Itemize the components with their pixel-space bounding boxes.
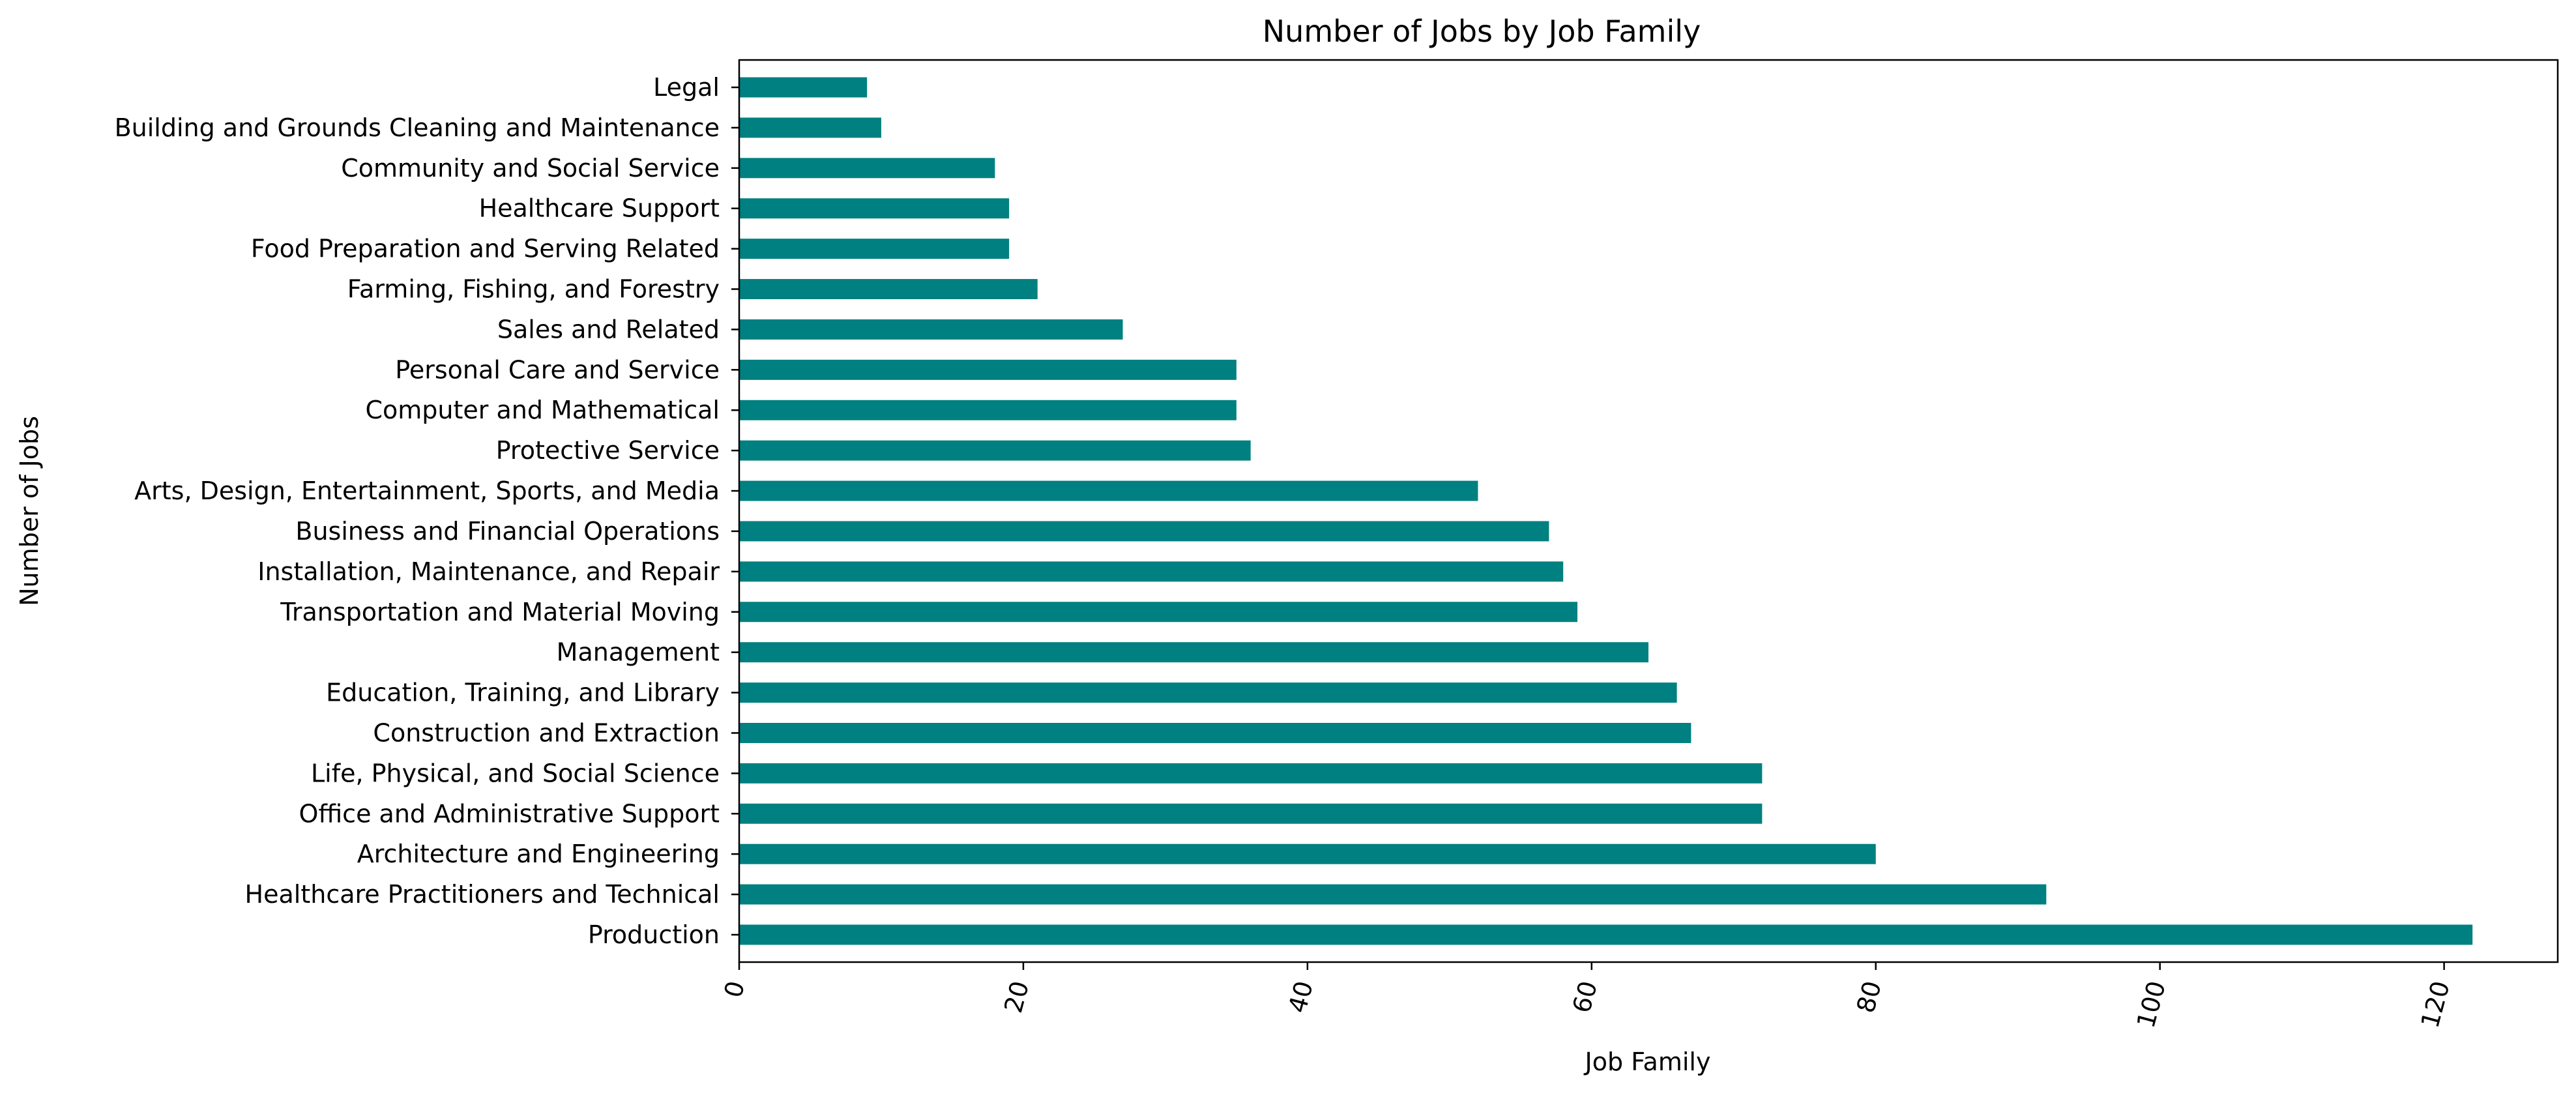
y-tick-label: Arts, Design, Entertainment, Sports, and…	[134, 476, 720, 505]
bar	[739, 117, 881, 138]
y-axis-ticks: Legal Building and Grounds Cleaning and M…	[115, 73, 739, 949]
bar	[739, 803, 1763, 824]
y-tick-label: Installation, Maintenance, and Repair	[257, 557, 720, 586]
bar	[739, 682, 1677, 703]
y-tick-label: Healthcare Support	[479, 194, 720, 223]
bar	[739, 400, 1237, 420]
x-axis-label: Job Family	[1584, 1048, 1711, 1076]
plot-frame	[738, 59, 2559, 963]
y-tick-label: Computer and Mathematical	[366, 396, 720, 424]
y-tick-label: Architecture and Engineering	[357, 840, 720, 868]
y-tick-label: Food Preparation and Serving Related	[251, 235, 720, 263]
y-tick-label: Farming, Fishing, and Forestry	[347, 275, 720, 304]
y-tick-label: Production	[588, 920, 720, 949]
y-axis-label: Number of Jobs	[15, 416, 44, 606]
y-tick-label: Life, Physical, and Social Science	[311, 759, 720, 787]
bar	[739, 723, 1691, 743]
y-tick-label: Community and Social Service	[341, 154, 720, 183]
bars-layer	[739, 77, 2473, 945]
bar	[739, 521, 1549, 542]
bar	[739, 319, 1123, 340]
y-tick-label: Healthcare Practitioners and Technical	[245, 880, 720, 909]
bar	[739, 642, 1648, 663]
bar	[739, 77, 868, 98]
y-tick-label: Management	[557, 638, 720, 667]
chart-title: Number of Jobs by Job Family	[1263, 14, 1701, 49]
y-tick-label: Business and Financial Operations	[295, 517, 720, 546]
bar	[739, 763, 1763, 784]
bar	[739, 924, 2473, 945]
bar	[739, 843, 1876, 864]
y-tick-label: Construction and Extraction	[373, 718, 720, 747]
y-tick-label: Building and Grounds Cleaning and Mainte…	[115, 113, 720, 142]
bar	[739, 279, 1038, 299]
bar	[739, 158, 995, 179]
bar	[739, 239, 1010, 259]
y-tick-label: Personal Care and Service	[395, 355, 720, 384]
y-tick-label: Office and Administrative Support	[299, 799, 720, 828]
bar	[739, 561, 1564, 582]
bar	[739, 602, 1578, 623]
bar	[739, 480, 1478, 501]
y-tick-label: Legal	[653, 73, 720, 102]
bar	[739, 884, 2047, 905]
y-tick-label: Sales and Related	[497, 315, 720, 344]
y-tick-label: Protective Service	[496, 436, 720, 465]
bar	[739, 198, 1010, 219]
y-tick-label: Education, Training, and Library	[326, 679, 720, 707]
bar	[739, 440, 1251, 461]
bar	[739, 359, 1237, 380]
y-tick-label: Transportation and Material Moving	[280, 598, 720, 626]
